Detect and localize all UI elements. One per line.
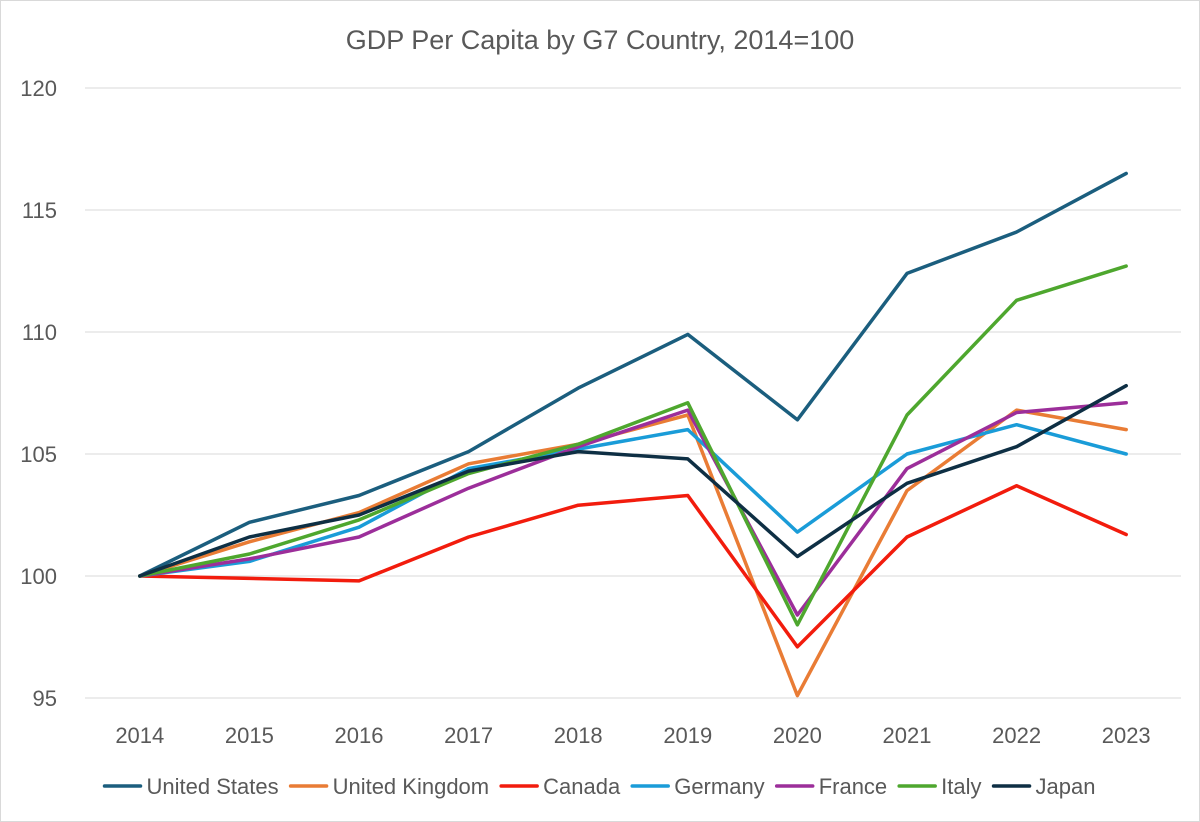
legend-label: Canada [543, 774, 621, 799]
x-tick-label: 2018 [554, 723, 603, 748]
x-tick-label: 2021 [883, 723, 932, 748]
gridlines [85, 87, 1181, 699]
y-tick-label: 120 [20, 76, 57, 101]
legend-label: Germany [674, 774, 764, 799]
chart-title: GDP Per Capita by G7 Country, 2014=100 [346, 25, 855, 55]
legend: United States United Kingdom Canada Germany… [102, 774, 1096, 799]
legend-item-united-states[interactable]: United States [102, 774, 279, 799]
series-line-italy [138, 264, 1128, 627]
x-tick-label: 2023 [1102, 723, 1151, 748]
y-tick-label: 95 [33, 686, 57, 711]
y-axis-ticks: 95 100 105 110 115 120 [20, 76, 57, 711]
legend-label: Italy [941, 774, 981, 799]
series-lines [138, 171, 1128, 698]
legend-item-japan[interactable]: Japan [991, 774, 1096, 799]
legend-label: United Kingdom [333, 774, 490, 799]
x-tick-label: 2022 [992, 723, 1041, 748]
series-line-france [138, 401, 1128, 617]
x-axis-ticks: 2014 2015 2016 2017 2018 2019 2020 2021 2022 2023 [115, 723, 1150, 748]
legend-label: United States [147, 774, 279, 799]
legend-label: France [819, 774, 887, 799]
x-tick-label: 2016 [335, 723, 384, 748]
x-tick-label: 2020 [773, 723, 822, 748]
y-tick-label: 100 [20, 564, 57, 589]
y-tick-label: 105 [20, 442, 57, 467]
series-line-united-states [138, 171, 1128, 578]
legend-item-canada[interactable]: Canada [499, 774, 621, 799]
series-line-canada [138, 483, 1128, 649]
legend-item-germany[interactable]: Germany [630, 774, 765, 799]
legend-label: Japan [1036, 774, 1096, 799]
x-tick-label: 2015 [225, 723, 274, 748]
legend-item-united-kingdom[interactable]: United Kingdom [288, 774, 490, 799]
legend-item-france[interactable]: France [774, 774, 887, 799]
x-tick-label: 2014 [115, 723, 164, 748]
x-tick-label: 2017 [444, 723, 493, 748]
x-tick-label: 2019 [663, 723, 712, 748]
legend-item-italy[interactable]: Italy [897, 774, 982, 799]
y-tick-label: 110 [22, 320, 57, 345]
series-line-japan [138, 383, 1128, 578]
y-tick-label: 115 [22, 198, 57, 223]
